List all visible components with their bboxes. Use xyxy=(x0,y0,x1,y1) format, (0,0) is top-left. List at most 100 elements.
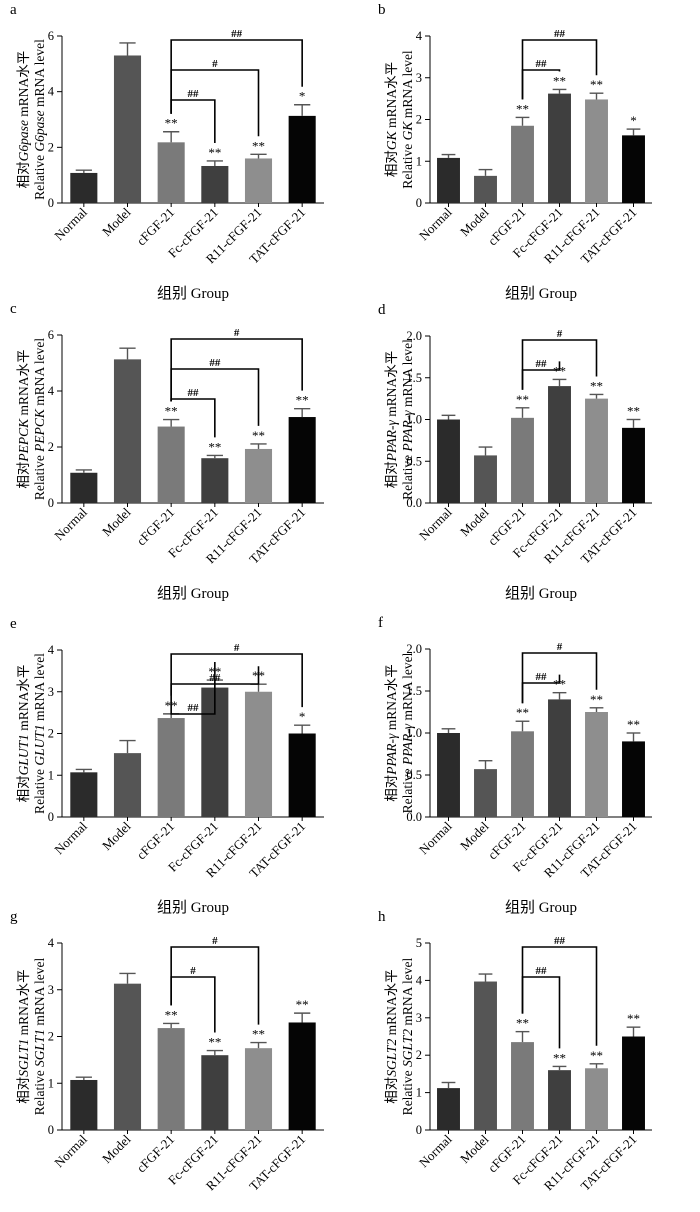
y-axis-label-en-prefix: Relative xyxy=(400,1067,415,1115)
y-axis-label-en: Relative GK mRNA level xyxy=(400,50,415,189)
y-tick-label: 0.5 xyxy=(406,454,422,468)
comparison-label: ## xyxy=(536,358,548,370)
x-tick-label: Normal xyxy=(416,504,455,543)
bar-R11-cFGF-21 xyxy=(244,158,273,203)
y-axis-label-en: Relative PPAR-γ mRNA level xyxy=(400,652,415,813)
bar-R11-cFGF-21 xyxy=(585,712,608,817)
comparison-label: ## xyxy=(188,702,200,714)
x-tick-label: Model xyxy=(99,504,134,539)
y-axis-label-en-suffix: mRNA level xyxy=(400,957,415,1028)
comparison-label: ## xyxy=(536,965,548,977)
x-axis-title: 组别 Group xyxy=(505,585,577,602)
bar-Fc-cFGF-21 xyxy=(548,93,571,203)
bar-Model xyxy=(474,175,497,203)
significance-label: ** xyxy=(252,138,265,153)
y-axis-label-en: Relative PPAR-γ mRNA level xyxy=(400,339,415,500)
y-tick-label: 0 xyxy=(48,496,54,510)
significance-label: ** xyxy=(553,363,566,378)
x-tick-label: cFGF-21 xyxy=(133,1132,177,1176)
y-axis-label-cn-prefix: 相对 xyxy=(384,150,399,177)
y-axis-label-cn-prefix: 相对 xyxy=(16,775,31,802)
significance-label: * xyxy=(630,113,637,128)
significance-label: ** xyxy=(553,73,566,88)
y-axis-label-cn: 相对PPAR-γ mRNA水平 xyxy=(384,664,399,801)
bar-cFGF-21 xyxy=(511,417,534,503)
x-tick-label: Model xyxy=(99,204,134,239)
bar-cFGF-21 xyxy=(157,1028,185,1130)
panel-label-c: c xyxy=(10,301,17,317)
y-axis-label-en-suffix: mRNA level xyxy=(32,653,47,724)
significance-label: * xyxy=(299,709,306,724)
bar-Model xyxy=(113,55,142,203)
y-axis-label-en-prefix: Relative xyxy=(400,140,415,188)
y-tick-label: 3 xyxy=(416,1011,422,1025)
y-axis-label-cn-suffix: mRNA水平 xyxy=(384,664,399,733)
y-axis-label-en: Relative SGLT1 mRNA level xyxy=(32,957,47,1115)
comparison-label: ## xyxy=(231,28,243,40)
significance-label: ** xyxy=(553,1050,566,1065)
comparison-bracket xyxy=(521,946,598,1046)
significance-label: ** xyxy=(252,428,265,443)
x-tick-label: Model xyxy=(457,204,492,239)
significance-label: ** xyxy=(553,677,566,692)
y-axis-label-en-prefix: Relative xyxy=(32,152,47,200)
comparison-bracket xyxy=(521,976,561,1049)
y-axis-label-cn-suffix: mRNA水平 xyxy=(16,969,31,1038)
comparison-label: ## xyxy=(554,28,566,40)
bar-TAT-cFGF-21 xyxy=(288,1022,316,1130)
y-tick-label: 0 xyxy=(48,1123,54,1137)
y-axis-label-en-gene: SGLT2 xyxy=(400,1029,415,1067)
y-axis-label-cn-prefix: 相对 xyxy=(16,161,31,188)
comparison-label: # xyxy=(190,965,196,977)
y-axis-label-gene: GK xyxy=(384,130,399,150)
y-tick-label: 1.0 xyxy=(406,726,422,740)
comparison-bracket xyxy=(521,39,598,100)
bar-Model xyxy=(113,983,142,1130)
y-axis-label-en-prefix: Relative xyxy=(32,766,47,814)
y-axis-label-en-gene: GLUT1 xyxy=(32,724,47,765)
y-tick-label: 0 xyxy=(416,196,422,210)
significance-label: ** xyxy=(516,705,529,720)
y-tick-label: 2 xyxy=(48,727,54,741)
y-axis-label-cn-suffix: mRNA水平 xyxy=(16,665,31,734)
x-tick-label: Model xyxy=(99,1131,134,1166)
y-tick-label: 1 xyxy=(416,1086,422,1100)
y-axis-label-cn-prefix: 相对 xyxy=(384,775,399,802)
y-axis-label-cn: 相对PEPCK mRNA水平 xyxy=(16,349,31,488)
bar-Normal xyxy=(437,1088,460,1130)
y-tick-label: 2.0 xyxy=(406,329,422,343)
bar-Model xyxy=(113,359,142,503)
bar-Fc-cFGF-21 xyxy=(201,458,229,503)
y-tick-label: 2 xyxy=(48,140,54,154)
comparison-label: # xyxy=(557,328,563,340)
bar-TAT-cFGF-21 xyxy=(622,427,645,503)
y-axis-label-en: Relative PEPCK mRNA level xyxy=(32,338,47,501)
comparison-bracket xyxy=(170,99,216,143)
x-tick-label: cFGF-21 xyxy=(133,505,177,549)
y-tick-label: 4 xyxy=(48,384,55,398)
y-axis-label-gene: G6pase xyxy=(16,120,31,161)
x-tick-label: Model xyxy=(99,818,134,853)
significance-label: ** xyxy=(590,378,603,393)
x-axis-title: 组别 Group xyxy=(157,285,229,302)
y-axis-label-en-suffix: mRNA level xyxy=(32,957,47,1028)
comparison-bracket xyxy=(170,976,216,1033)
bar-TAT-cFGF-21 xyxy=(288,733,316,817)
y-axis-label-en-suffix: mRNA level xyxy=(32,39,47,110)
y-tick-label: 6 xyxy=(48,328,54,342)
y-tick-label: 1.5 xyxy=(406,371,422,385)
bar-Fc-cFGF-21 xyxy=(548,699,571,817)
y-tick-label: 2 xyxy=(48,440,54,454)
y-tick-label: 1.0 xyxy=(406,413,422,427)
bar-Fc-cFGF-21 xyxy=(201,1055,229,1130)
panel-label-d: d xyxy=(378,302,386,318)
significance-label: ** xyxy=(165,404,178,419)
significance-label: ** xyxy=(208,439,221,454)
bar-Normal xyxy=(70,172,98,203)
bar-Model xyxy=(474,769,497,817)
